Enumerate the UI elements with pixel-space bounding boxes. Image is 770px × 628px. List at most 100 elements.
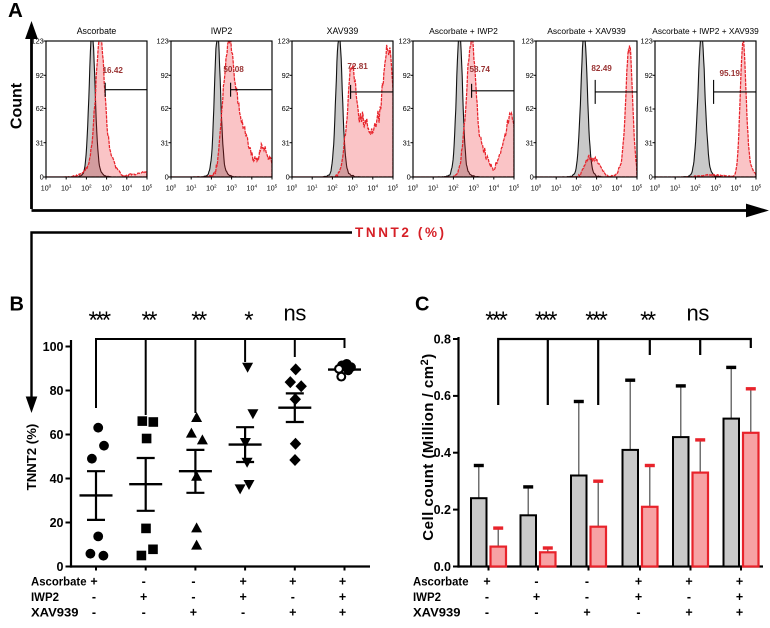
svg-text:+: +	[685, 575, 692, 589]
svg-text:104: 104	[247, 184, 258, 193]
svg-text:123: 123	[640, 37, 652, 46]
svg-text:0.2: 0.2	[434, 503, 451, 517]
svg-text:102: 102	[327, 184, 338, 193]
svg-text:40: 40	[50, 472, 64, 486]
svg-text:31: 31	[526, 138, 534, 147]
svg-text:101: 101	[307, 184, 318, 193]
svg-text:A: A	[8, 0, 23, 22]
svg-text:-: -	[92, 590, 96, 604]
svg-text:-: -	[585, 590, 589, 604]
svg-text:92: 92	[282, 71, 290, 80]
svg-text:123: 123	[521, 37, 533, 46]
svg-text:103: 103	[226, 184, 237, 193]
svg-text:-: -	[485, 590, 489, 604]
svg-text:31: 31	[282, 138, 290, 147]
svg-text:62: 62	[282, 104, 290, 113]
svg-text:+: +	[339, 590, 346, 604]
svg-text:102: 102	[448, 184, 459, 193]
svg-text:103: 103	[710, 184, 721, 193]
svg-text:***: ***	[485, 307, 507, 334]
svg-text:-: -	[142, 575, 146, 589]
svg-text:31: 31	[161, 138, 169, 147]
svg-text:62: 62	[36, 104, 44, 113]
svg-text:100: 100	[531, 184, 542, 193]
svg-text:Cell count (Million / cm2): Cell count (Million / cm2)	[419, 353, 437, 540]
svg-text:+: +	[190, 606, 197, 620]
svg-text:31: 31	[36, 138, 44, 147]
svg-text:-: -	[636, 606, 640, 620]
svg-text:-: -	[142, 606, 146, 620]
svg-text:-: -	[241, 606, 245, 620]
svg-text:-: -	[291, 590, 295, 604]
svg-text:104: 104	[122, 184, 133, 193]
svg-text:100: 100	[650, 184, 661, 193]
svg-text:105: 105	[632, 184, 643, 193]
svg-text:Ascorbate: Ascorbate	[31, 575, 87, 589]
svg-text:B: B	[10, 294, 24, 316]
svg-text:-: -	[534, 606, 538, 620]
svg-text:Ascorbate + XAV939: Ascorbate + XAV939	[547, 26, 626, 36]
svg-text:103: 103	[468, 184, 479, 193]
svg-text:105: 105	[142, 184, 153, 193]
svg-text:-: -	[585, 575, 589, 589]
svg-text:123: 123	[31, 37, 43, 46]
svg-text:92: 92	[526, 71, 534, 80]
svg-text:72.81: 72.81	[347, 62, 368, 71]
svg-text:*: *	[244, 307, 253, 334]
svg-text:+: +	[736, 590, 743, 604]
svg-text:+: +	[239, 575, 246, 589]
svg-text:80: 80	[50, 384, 64, 398]
svg-text:92: 92	[36, 71, 44, 80]
svg-text:***: ***	[89, 307, 111, 334]
svg-text:58.74: 58.74	[469, 65, 490, 74]
svg-text:+: +	[339, 606, 346, 620]
svg-text:-: -	[191, 590, 195, 604]
svg-text:+: +	[483, 575, 490, 589]
svg-text:103: 103	[101, 184, 112, 193]
svg-text:-: -	[191, 575, 195, 589]
svg-text:82.49: 82.49	[591, 64, 612, 73]
svg-text:102: 102	[571, 184, 582, 193]
svg-text:ns: ns	[283, 301, 306, 326]
svg-text:95.19: 95.19	[719, 69, 740, 78]
svg-text:92: 92	[161, 71, 169, 80]
svg-text:62: 62	[161, 104, 169, 113]
svg-text:Ascorbate: Ascorbate	[77, 26, 117, 36]
svg-text:+: +	[339, 575, 346, 589]
svg-text:102: 102	[206, 184, 217, 193]
svg-text:-: -	[687, 590, 691, 604]
svg-text:0: 0	[530, 173, 534, 182]
svg-text:XAV939: XAV939	[31, 606, 79, 620]
svg-text:16.42: 16.42	[102, 66, 123, 75]
svg-text:20: 20	[50, 516, 64, 530]
svg-text:62: 62	[403, 104, 411, 113]
svg-text:62: 62	[526, 104, 534, 113]
svg-text:TNNT2 (%): TNNT2 (%)	[355, 225, 447, 240]
svg-text:Count: Count	[9, 82, 26, 129]
svg-text:123: 123	[277, 37, 289, 46]
svg-text:Ascorbate + IWP2 + XAV939: Ascorbate + IWP2 + XAV939	[652, 26, 759, 36]
svg-text:105: 105	[388, 184, 399, 193]
svg-text:0: 0	[40, 173, 44, 182]
svg-text:+: +	[685, 606, 692, 620]
svg-text:0: 0	[57, 560, 64, 574]
svg-text:Ascorbate: Ascorbate	[413, 575, 469, 589]
svg-text:104: 104	[612, 184, 623, 193]
svg-text:101: 101	[670, 184, 681, 193]
svg-text:+: +	[289, 606, 296, 620]
svg-text:103: 103	[347, 184, 358, 193]
svg-text:-: -	[534, 575, 538, 589]
svg-text:100: 100	[287, 184, 298, 193]
svg-text:31: 31	[645, 138, 653, 147]
svg-text:0.6: 0.6	[434, 389, 451, 403]
svg-text:102: 102	[690, 184, 701, 193]
svg-text:92: 92	[403, 71, 411, 80]
svg-text:C: C	[415, 294, 429, 316]
svg-text:+: +	[289, 575, 296, 589]
svg-text:+: +	[736, 606, 743, 620]
svg-text:IWP2: IWP2	[211, 26, 233, 36]
svg-text:+: +	[583, 606, 590, 620]
svg-text:TNNT2 (%): TNNT2 (%)	[24, 424, 39, 491]
svg-text:102: 102	[81, 184, 92, 193]
svg-text:+: +	[635, 575, 642, 589]
